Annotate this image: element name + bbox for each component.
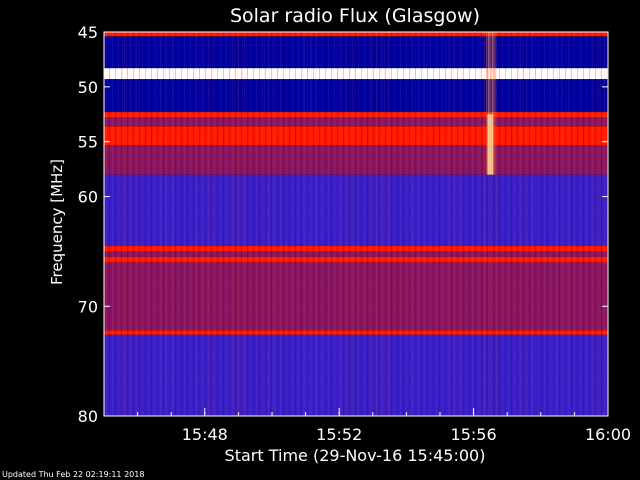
interference-streak	[130, 32, 132, 416]
burst-streak	[494, 32, 496, 175]
interference-streak	[534, 32, 536, 416]
interference-streak	[449, 32, 451, 416]
interference-streak	[341, 32, 343, 416]
interference-streak	[457, 32, 459, 416]
interference-streak	[427, 32, 429, 416]
burst-streak	[486, 32, 488, 175]
interference-streak	[453, 32, 455, 416]
interference-streak	[410, 32, 412, 416]
interference-streak	[556, 32, 558, 416]
y-tick-label: 45	[78, 23, 98, 42]
interference-streak	[492, 32, 494, 416]
y-axis-label: Frequency [MHz]	[48, 159, 66, 285]
x-tick-label: 15:48	[182, 425, 228, 444]
interference-streak	[307, 32, 309, 416]
interference-streak	[565, 32, 567, 416]
interference-streak	[603, 32, 605, 416]
interference-streak	[203, 32, 205, 416]
interference-streak	[156, 32, 158, 416]
plot-area	[104, 32, 608, 416]
interference-streak	[345, 32, 347, 416]
interference-streak	[242, 32, 244, 416]
y-tick-label: 60	[78, 188, 98, 207]
interference-streak	[164, 32, 166, 416]
interference-streak	[595, 32, 597, 416]
x-tick-label: 15:52	[316, 425, 362, 444]
interference-streak	[349, 32, 351, 416]
interference-streak	[268, 32, 270, 416]
interference-streak	[246, 32, 248, 416]
interference-streak	[414, 32, 416, 416]
interference-streak	[211, 32, 213, 416]
interference-streak	[483, 32, 485, 416]
y-tick-label: 55	[78, 133, 98, 152]
interference-streak	[384, 32, 386, 416]
interference-streak	[518, 32, 520, 416]
x-axis-label: Start Time (29-Nov-16 15:45:00)	[225, 446, 486, 465]
updated-timestamp: Updated Thu Feb 22 02:19:11 2018	[2, 470, 145, 479]
interference-streak	[445, 32, 447, 416]
interference-streak	[496, 32, 498, 416]
interference-streak	[173, 32, 175, 416]
chart-title: Solar radio Flux (Glasgow)	[230, 5, 480, 27]
interference-streak	[160, 32, 162, 416]
interference-streak	[461, 32, 463, 416]
interference-streak	[168, 32, 170, 416]
interference-streak	[552, 32, 554, 416]
interference-streak	[522, 32, 524, 416]
burst-core	[487, 114, 494, 175]
interference-streak	[526, 32, 528, 416]
burst-streak	[488, 32, 490, 175]
interference-streak	[195, 32, 197, 416]
y-axis: 45 50 55 60 70 80	[78, 23, 608, 426]
interference-streak	[487, 32, 489, 416]
interference-streak	[380, 32, 382, 416]
burst-streak	[492, 32, 494, 175]
interference-streak	[126, 32, 128, 416]
y-tick-label: 70	[78, 297, 98, 316]
interference-streak	[207, 32, 209, 416]
interference-streak	[237, 32, 239, 416]
interference-streak	[479, 32, 481, 416]
interference-streak	[337, 32, 339, 416]
x-tick-label: 16:00	[585, 425, 631, 444]
interference-streak	[319, 32, 321, 416]
interference-streak	[591, 32, 593, 416]
interference-streak	[569, 32, 571, 416]
interference-streak	[134, 32, 136, 416]
interference-streak	[280, 32, 282, 416]
plot-border	[103, 31, 609, 417]
interference-streak	[315, 32, 317, 416]
interference-streak	[599, 32, 601, 416]
x-tick-label: 15:56	[451, 425, 497, 444]
interference-streak	[264, 32, 266, 416]
interference-streak	[138, 32, 140, 416]
interference-streak	[376, 32, 378, 416]
interference-streak	[121, 32, 123, 416]
burst-streak	[490, 32, 492, 175]
interference-streak	[276, 32, 278, 416]
interference-streak	[353, 32, 355, 416]
y-tick-label: 50	[78, 78, 98, 97]
interference-streak	[311, 32, 313, 416]
interference-streak	[530, 32, 532, 416]
interference-streak	[371, 32, 373, 416]
noise-overlay	[104, 32, 608, 416]
y-tick-label: 80	[78, 407, 98, 426]
interference-streak	[302, 32, 304, 416]
interference-streak	[233, 32, 235, 416]
interference-streak	[199, 32, 201, 416]
interference-streak	[561, 32, 563, 416]
interference-streak	[418, 32, 420, 416]
interference-streak	[229, 32, 231, 416]
x-axis: 15:48 15:52 15:56 16:00	[103, 31, 631, 444]
interference-streak	[272, 32, 274, 416]
interference-streak	[388, 32, 390, 416]
interference-streak	[422, 32, 424, 416]
